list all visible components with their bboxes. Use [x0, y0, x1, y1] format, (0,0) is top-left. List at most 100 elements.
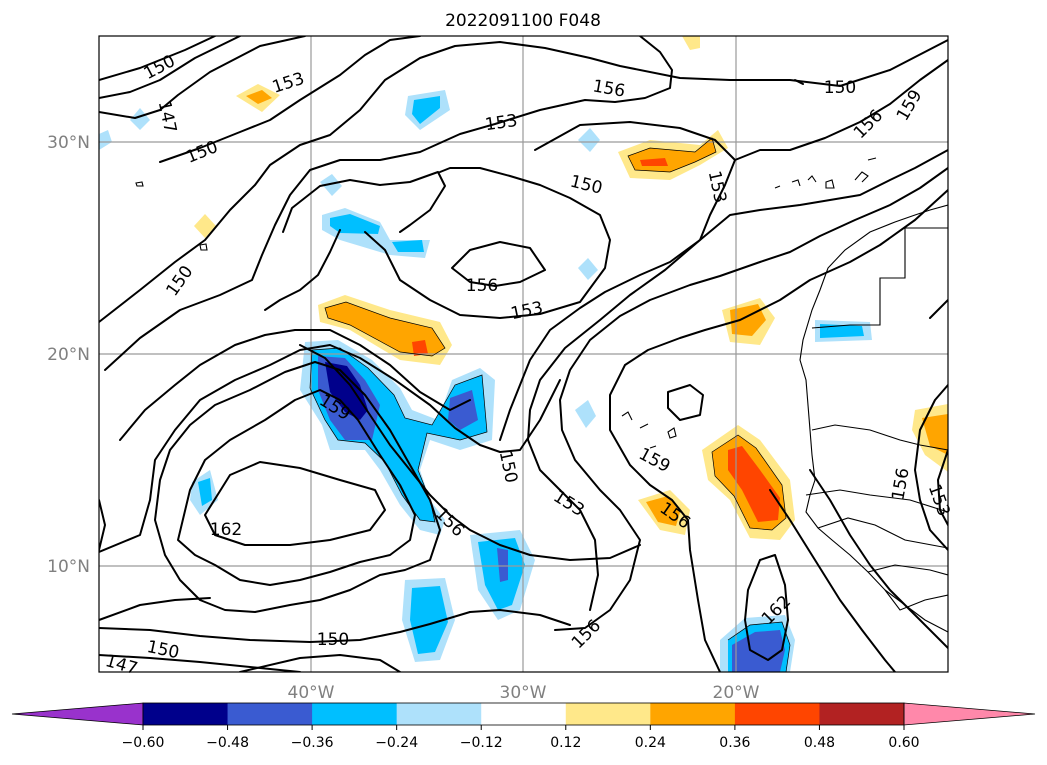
lat-label-30n: 30°N: [47, 133, 90, 153]
country-border-6: [867, 564, 948, 576]
lat-label-10n: 10°N: [47, 557, 90, 577]
outline-pos-2: [627, 137, 717, 173]
pos-patch-2-red: [640, 158, 668, 166]
colorbar-tick-label: −0.48: [206, 735, 249, 751]
colorbar-over-arrow: [903, 702, 1036, 726]
contour-v: [177, 389, 416, 586]
colorbar-tick-label: 0.48: [804, 735, 835, 751]
colorbar-segment: [312, 703, 398, 725]
neg-patch-11: [578, 128, 600, 152]
contour-m: [527, 149, 948, 491]
contour-a: [99, 36, 216, 81]
contour-f: [104, 36, 673, 371]
neg-patch-7-blue: [732, 630, 785, 672]
colorbar-segment: [819, 703, 905, 725]
contour-s: [119, 329, 471, 441]
contour-q: [744, 554, 789, 661]
contour-label: 150: [317, 630, 349, 650]
lon-label-20w: 20°W: [713, 683, 760, 703]
contour-d: [159, 36, 421, 163]
small-island-2: [199, 243, 208, 251]
map-frame: [98, 35, 949, 673]
shaded-fields: [99, 36, 948, 672]
colorbar-segment: [143, 703, 229, 725]
contour-j: [451, 241, 546, 287]
neg-patch-5-core: [410, 586, 448, 654]
colorbar-tick-label: −0.12: [460, 735, 503, 751]
pos-patch-9: [682, 36, 700, 50]
country-border-7: [884, 589, 948, 611]
neg-patch-6-core: [198, 478, 212, 506]
colorbar-segment: [396, 703, 482, 725]
contour-aj: [99, 597, 211, 621]
colorbar-segment: [565, 703, 651, 725]
contour-u: [154, 361, 441, 613]
contour-ai: [769, 489, 896, 672]
pos-patch-3-red: [728, 446, 780, 522]
colorbar-segment: [734, 703, 820, 725]
country-border-5: [817, 517, 948, 549]
contour-ab: [469, 609, 571, 626]
neg-patch-8-core: [820, 324, 864, 338]
colorbar-tick-label: 0.60: [888, 735, 919, 751]
contour-ac: [559, 489, 599, 611]
outline-pos-3: [711, 434, 787, 531]
africa-coastline: [799, 204, 948, 633]
pos-band-1-red: [412, 340, 428, 356]
contour-label: 156: [466, 276, 498, 296]
outline-neg-band: [309, 347, 488, 523]
contour-ad: [794, 79, 804, 85]
negative-anomaly-core: [325, 362, 368, 420]
neg-patch-10: [578, 258, 598, 280]
axis-labels: 30°N 20°N 10°N 40°W 30°W 20°W: [47, 133, 760, 703]
contour-e: [99, 39, 948, 323]
coastlines: [135, 157, 948, 633]
contour-i: [364, 167, 611, 319]
contour-r: [99, 344, 561, 553]
lon-label-40w: 40°W: [288, 683, 335, 703]
lon-label-30w: 30°W: [500, 683, 547, 703]
neg-patch-4-blue: [497, 548, 508, 582]
contour-ae: [929, 299, 948, 319]
contour-ah: [809, 469, 948, 649]
contour-o: [609, 189, 948, 672]
colorbar-tick-label: −0.60: [122, 735, 165, 751]
colorbar-tick-label: 0.24: [635, 735, 666, 751]
neg-patch-3-core: [392, 240, 424, 252]
neg-patch-12: [130, 108, 150, 130]
contour-label: 150: [824, 78, 856, 98]
contour-label: 162: [210, 520, 242, 540]
canary-islands: [774, 157, 877, 189]
country-border-4: [805, 489, 948, 513]
contour-w: [204, 461, 386, 546]
contour-af: [914, 384, 948, 551]
pos-patch-6-orange: [246, 90, 272, 104]
lat-label-20n: 20°N: [47, 345, 90, 365]
colorbar-frame: [142, 702, 905, 726]
colorbar-tick-label: −0.36: [291, 735, 334, 751]
map-panel: 150 147 153 156 150 156 159 150 153 150 …: [98, 35, 954, 679]
country-border-2: [811, 228, 906, 329]
contour-c: [99, 36, 306, 119]
neg-patch-2-core: [330, 214, 380, 234]
contour-b: [99, 36, 241, 99]
contour-label: 153: [484, 111, 519, 135]
colorbar: −0.60 −0.48 −0.36 −0.24 −0.12 0.12 0.24 0.36 0.4…: [11, 702, 1036, 751]
contour-ag: [937, 449, 948, 526]
cape-verde-islands: [621, 411, 677, 449]
colorbar-segment: [227, 703, 313, 725]
contour-p: [667, 384, 704, 421]
contour-y: [99, 611, 471, 643]
contour-z: [99, 654, 301, 672]
contour-g: [282, 171, 446, 233]
shade-outlines: [309, 137, 791, 672]
colorbar-segment: [650, 703, 736, 725]
contour-t: [99, 499, 106, 551]
contour-h: [264, 229, 341, 311]
outline-neg-7: [727, 621, 791, 672]
contour-x: [299, 344, 641, 561]
outline-pos-band: [324, 301, 446, 357]
colorbar-tick-label: 0.36: [719, 735, 750, 751]
contour-l: [734, 59, 948, 161]
map-title: 2022091100 F048: [445, 11, 601, 31]
